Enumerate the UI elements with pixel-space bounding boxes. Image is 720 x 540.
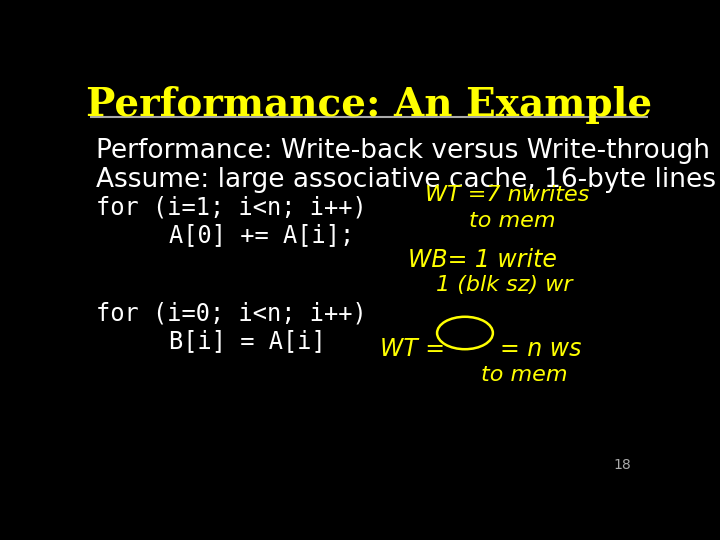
Text: A[0] += A[i];: A[0] += A[i]; [112, 223, 354, 247]
Text: WT =: WT = [380, 337, 445, 361]
Text: = n ws: = n ws [500, 337, 582, 361]
Text: Performance: Write-back versus Write-through: Performance: Write-back versus Write-thr… [96, 138, 710, 164]
Text: for (i=1; i<n; i++): for (i=1; i<n; i++) [96, 196, 366, 220]
Text: WT =7 nwrites: WT =7 nwrites [425, 185, 589, 205]
Text: B[i] = A[i]: B[i] = A[i] [112, 329, 326, 353]
Text: to mem: to mem [469, 211, 556, 231]
Text: Performance: An Example: Performance: An Example [86, 85, 652, 124]
Text: for (i=0; i<n; i++): for (i=0; i<n; i++) [96, 302, 366, 326]
Text: to mem: to mem [481, 365, 567, 385]
Text: Assume: large associative cache, 16-byte lines: Assume: large associative cache, 16-byte… [96, 167, 716, 193]
Text: 1 (blk sz) wr: 1 (blk sz) wr [436, 275, 572, 295]
Text: 18: 18 [613, 458, 631, 472]
Text: WB= 1 write: WB= 1 write [408, 248, 557, 272]
